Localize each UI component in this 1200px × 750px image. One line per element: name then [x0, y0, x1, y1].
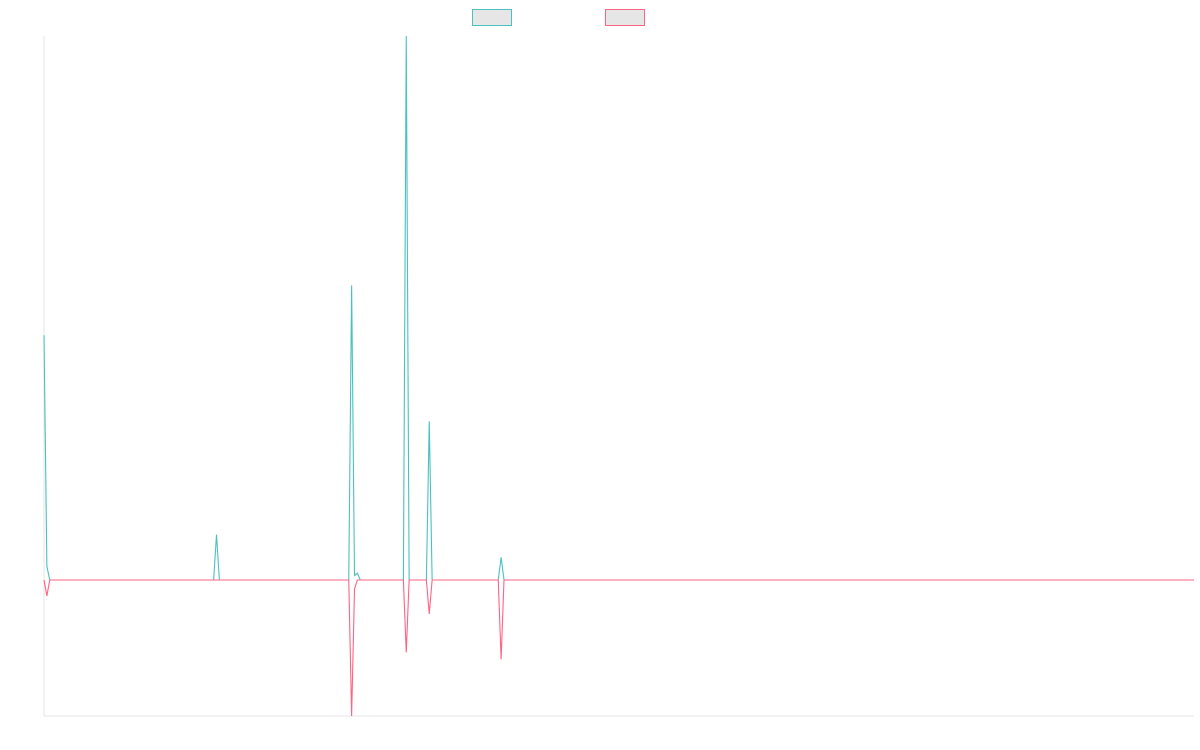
chart-axes	[43, 36, 1194, 717]
legend-item-2[interactable]	[605, 9, 645, 26]
series-line-1	[43, 35, 1194, 581]
legend-swatch-2[interactable]	[605, 9, 645, 26]
chart-series-layer	[43, 35, 1194, 717]
legend-item-1[interactable]	[472, 9, 512, 26]
legend-swatch-1[interactable]	[472, 9, 512, 26]
chart-legend[interactable]	[472, 9, 645, 26]
series-line-2	[43, 579, 1194, 717]
